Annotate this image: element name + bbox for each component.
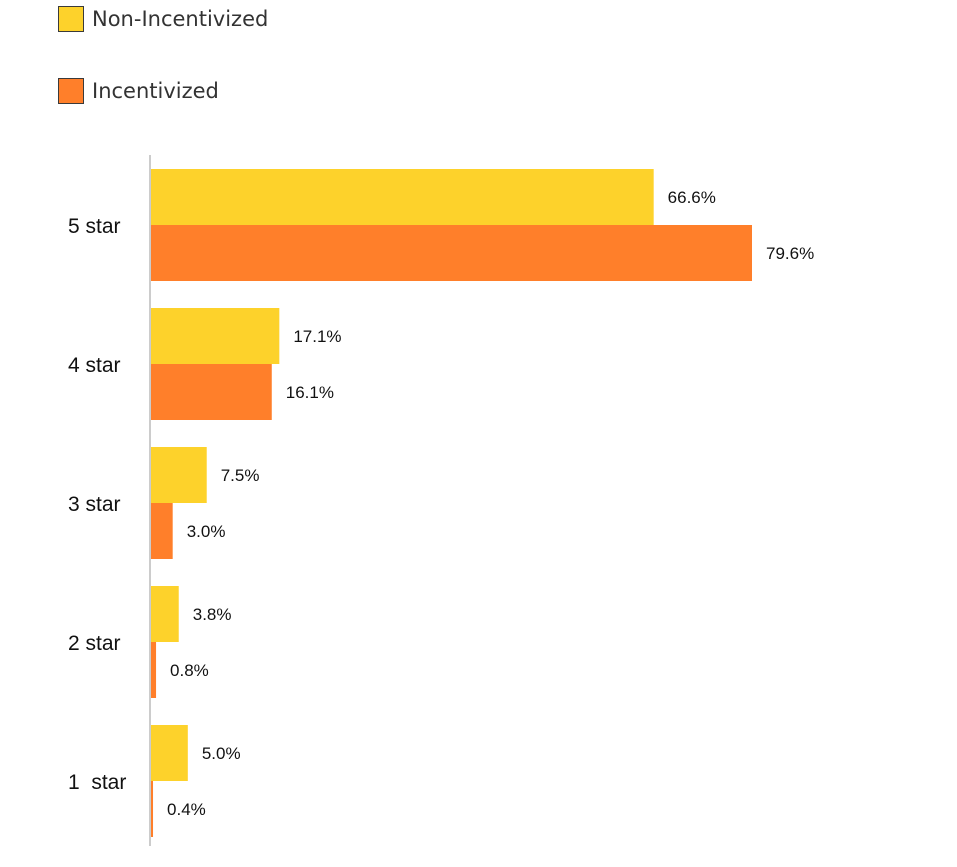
- bar: [150, 308, 280, 364]
- data-label: 3.0%: [187, 522, 226, 541]
- data-label: 16.1%: [286, 383, 334, 402]
- legend-label-non-incentivized: Non-Incentivized: [92, 7, 269, 31]
- bar: [150, 447, 207, 503]
- bar: [150, 642, 157, 698]
- category-label: 1 star: [68, 771, 126, 794]
- bar: [150, 169, 654, 225]
- data-label: 79.6%: [766, 244, 814, 263]
- data-label: 3.8%: [193, 605, 232, 624]
- bar: [150, 225, 752, 281]
- bar: [150, 503, 173, 559]
- data-label: 7.5%: [221, 466, 260, 485]
- data-label: 0.4%: [167, 800, 206, 819]
- data-label: 5.0%: [202, 744, 241, 763]
- data-label: 66.6%: [668, 188, 716, 207]
- data-label: 0.8%: [170, 661, 209, 680]
- bar: [150, 364, 272, 420]
- legend-item-non-incentivized: Non-Incentivized: [58, 4, 268, 34]
- legend-item-incentivized: Incentivized: [58, 76, 219, 106]
- category-label: 4 star: [68, 354, 121, 377]
- bar: [150, 725, 188, 781]
- category-label: 3 star: [68, 493, 121, 516]
- bar: [150, 781, 154, 837]
- bar: [150, 586, 179, 642]
- category-label: 5 star: [68, 215, 121, 238]
- category-label: 2 star: [68, 632, 121, 655]
- legend-swatch-non-incentivized: [58, 6, 84, 32]
- legend-swatch-incentivized: [58, 78, 84, 104]
- legend-label-incentivized: Incentivized: [92, 79, 219, 103]
- data-label: 17.1%: [293, 327, 341, 346]
